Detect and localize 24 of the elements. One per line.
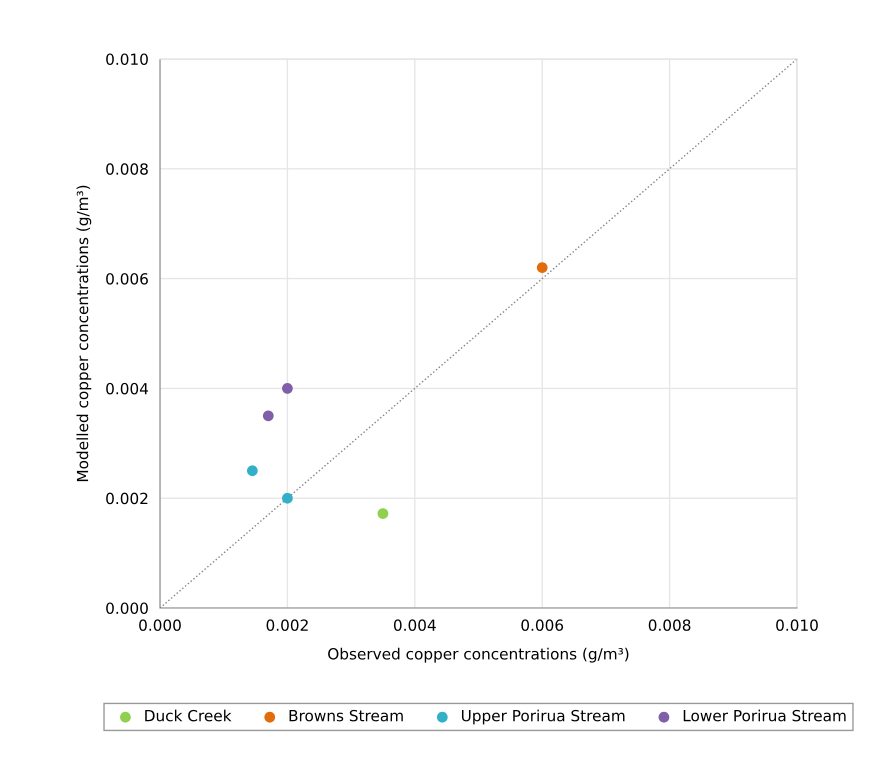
point — [246, 465, 258, 476]
y-tick-label: 0.006 — [106, 273, 148, 285]
y-tick-label: 0.002 — [106, 492, 148, 504]
point — [282, 383, 293, 394]
legend-label: Lower Porirua Stream — [684, 710, 846, 722]
x-tick-label: 0.004 — [394, 619, 436, 631]
point — [378, 508, 388, 519]
point — [536, 262, 548, 273]
point — [262, 410, 274, 422]
x-axis-title: Observed copper concentrations (g/m³) — [328, 648, 628, 663]
x-tick-label: 0.010 — [776, 619, 818, 631]
x-tick-label: 0.006 — [521, 619, 564, 631]
y-tick-label: 0.008 — [106, 163, 148, 175]
y-tick-label: 0.004 — [106, 382, 148, 394]
y-axis-title: Modelled copper concentrations (g/m³) — [76, 186, 92, 482]
point — [282, 492, 293, 504]
y-tick-label: 0.000 — [106, 602, 148, 614]
legend-label: Browns Stream — [290, 710, 403, 722]
x-tick-label: 0.000 — [139, 619, 181, 631]
legend-label: Upper Porirua Stream — [462, 710, 624, 724]
y-tick-label: 0.010 — [106, 53, 148, 66]
legend-label: Duck Creek — [145, 710, 232, 722]
x-tick-label: 0.008 — [648, 619, 690, 631]
x-tick-label: 0.002 — [266, 619, 308, 631]
